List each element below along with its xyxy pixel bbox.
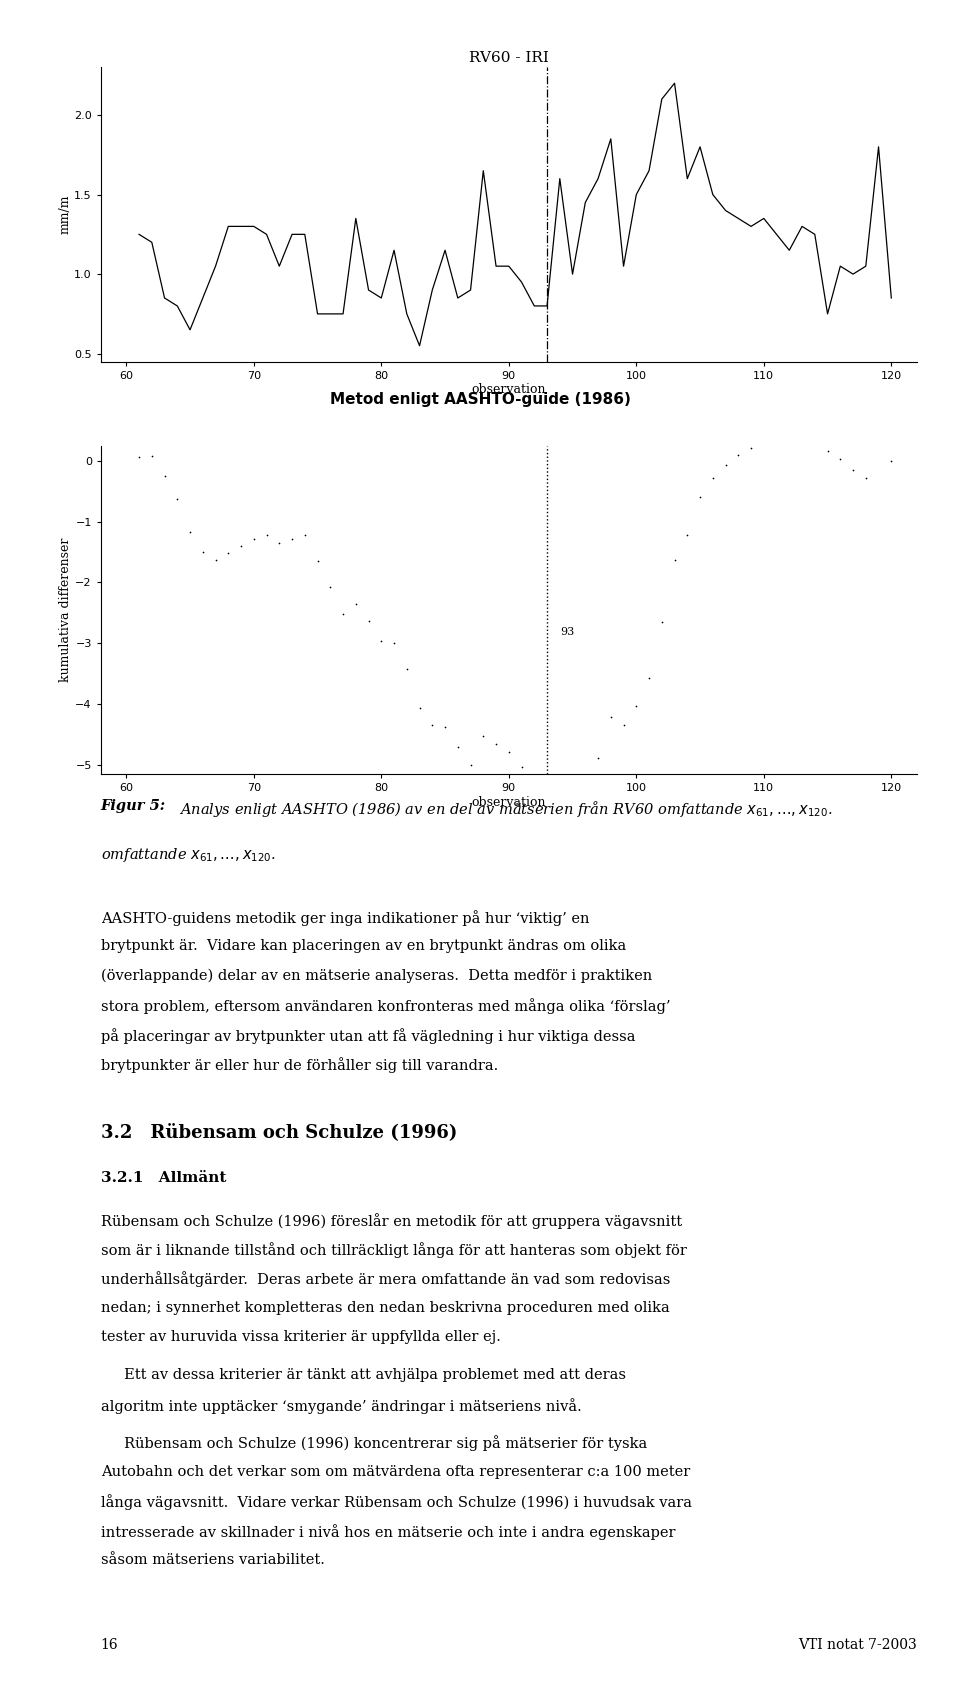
Title: RV60 - IRI: RV60 - IRI [468,50,549,64]
Point [616,711,632,738]
Point [424,711,440,738]
Point [335,600,350,627]
Point [272,530,287,557]
Text: Rübensam och Schulze (1996) koncentrerar sig på mätserier för tyska: Rübensam och Schulze (1996) koncentrerar… [101,1436,647,1452]
Point [743,434,758,461]
Point [629,693,644,720]
Point [195,538,210,565]
Text: 16: 16 [101,1638,118,1652]
Point [832,446,848,473]
Point [361,607,376,634]
Text: som är i liknande tillstånd och tillräckligt långa för att hanteras som objekt f: som är i liknande tillstånd och tillräck… [101,1243,686,1258]
Point [871,427,886,454]
Point [680,521,695,548]
Point [781,422,797,449]
Point [475,723,491,750]
Point [373,627,389,654]
Point [641,664,657,691]
Point [208,547,224,574]
Text: stora problem, eftersom användaren konfronteras med många olika ‘förslag’: stora problem, eftersom användaren konfr… [101,999,670,1014]
Point [820,437,835,464]
Text: på placeringar av brytpunkter utan att få vägledning i hur viktiga dessa: på placeringar av brytpunkter utan att f… [101,1028,636,1043]
Y-axis label: mm/m: mm/m [59,195,71,234]
Point [246,525,261,552]
Point [412,695,427,722]
Y-axis label: kumulativa differenser: kumulativa differenser [60,538,73,681]
Point [501,738,516,765]
Point [794,415,809,442]
Point [297,521,312,548]
Point [540,799,555,826]
Point [718,451,733,478]
Text: Figur 5:: Figur 5: [101,799,166,812]
Point [667,547,683,574]
Text: 93: 93 [560,627,574,637]
Point [858,464,874,491]
Text: nedan; i synnerhet kompletteras den nedan beskrivna proceduren med olika: nedan; i synnerhet kompletteras den neda… [101,1302,669,1315]
Point [603,703,618,730]
Text: VTI notat 7-2003: VTI notat 7-2003 [798,1638,917,1652]
Text: såsom mätseriens variabilitet.: såsom mätseriens variabilitet. [101,1554,324,1568]
Text: 3.2 Rübensam och Schulze (1996): 3.2 Rübensam och Schulze (1996) [101,1124,457,1142]
Point [221,540,236,567]
Point [348,590,364,617]
Point [692,484,708,511]
Text: 3.2.1 Allmänt: 3.2.1 Allmänt [101,1171,227,1184]
Text: (överlappande) delar av en mätserie analyseras.  Detta medför i praktiken: (överlappande) delar av en mätserie anal… [101,969,652,984]
Point [731,441,746,468]
Point [310,548,325,575]
Text: tester av huruvida vissa kriterier är uppfyllda eller ej.: tester av huruvida vissa kriterier är up… [101,1330,501,1344]
Text: intresserade av skillnader i nivå hos en mätserie och inte i andra egenskaper: intresserade av skillnader i nivå hos en… [101,1524,675,1539]
Point [654,609,669,636]
Point [590,743,606,770]
Point [527,777,542,804]
Point [386,629,401,656]
Point [705,464,720,491]
Text: Analys enligt AASHTO (1986) av en del av mätserien från RV60 omfattande $x_{61},: Analys enligt AASHTO (1986) av en del av… [171,799,832,819]
Point [514,754,529,780]
Point [846,456,861,483]
Point [489,732,504,759]
Point [233,533,249,560]
Point [323,574,338,600]
Text: långa vägavsnitt.  Vidare verkar Rübensam och Schulze (1996) i huvudsak vara: långa vägavsnitt. Vidare verkar Rübensam… [101,1495,692,1510]
Text: algoritm inte upptäcker ‘smygande’ ändringar i mätseriens nivå.: algoritm inte upptäcker ‘smygande’ ändri… [101,1398,582,1413]
Point [552,774,567,801]
Point [578,769,593,796]
Point [132,444,147,471]
Text: omfattande $x_{61},\ldots,x_{120}$.: omfattande $x_{61},\ldots,x_{120}$. [101,846,276,865]
Point [259,521,275,548]
Text: Metod enligt AASHTO-guide (1986): Metod enligt AASHTO-guide (1986) [329,392,631,407]
X-axis label: observation: observation [471,383,546,397]
Point [182,518,198,545]
Point [450,733,466,760]
Text: Ett av dessa kriterier är tänkt att avhjälpa problemet med att deras: Ett av dessa kriterier är tänkt att avhj… [101,1369,626,1383]
Text: AASHTO-guidens metodik ger inga indikationer på hur ‘viktig’ en: AASHTO-guidens metodik ger inga indikati… [101,910,589,925]
Point [144,442,159,469]
Point [156,463,172,489]
Point [399,656,415,683]
Text: brytpunkt är.  Vidare kan placeringen av en brytpunkt ändras om olika: brytpunkt är. Vidare kan placeringen av … [101,940,626,954]
Point [564,785,580,812]
Text: brytpunkter är eller hur de förhåller sig till varandra.: brytpunkter är eller hur de förhåller si… [101,1058,498,1073]
X-axis label: observation: observation [471,796,546,809]
Point [438,713,453,740]
Point [756,424,772,451]
Text: Autobahn och det verkar som om mätvärdena ofta representerar c:a 100 meter: Autobahn och det verkar som om mätvärden… [101,1465,690,1478]
Point [284,525,300,552]
Point [170,486,185,513]
Point [807,410,823,437]
Point [769,420,784,447]
Point [463,752,478,779]
Text: underhållsåtgärder.  Deras arbete är mera omfattande än vad som redovisas: underhållsåtgärder. Deras arbete är mera… [101,1272,670,1287]
Point [883,447,899,474]
Text: Rübensam och Schulze (1996) föreslår en metodik för att gruppera vägavsnitt: Rübensam och Schulze (1996) föreslår en … [101,1213,682,1228]
